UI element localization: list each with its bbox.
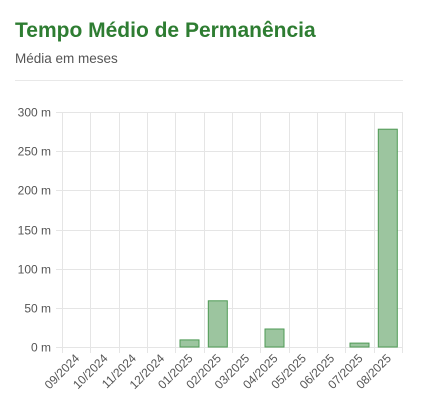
header-divider [15,80,403,81]
x-tick-labels: 09/202410/202411/202412/202401/202502/20… [42,351,394,392]
x-gridlines [62,112,403,353]
y-tick-label: 150 m [18,224,51,238]
bar-07-2025[interactable] [349,342,370,348]
y-tick-label: 0 m [31,341,51,355]
bars [179,128,398,348]
y-tick-label: 300 m [18,106,51,120]
bar-01-2025[interactable] [179,339,200,348]
y-tick-labels: 0 m 50 m 100 m 150 m 200 m 250 m 300 m [18,106,51,355]
bar-02-2025[interactable] [207,300,228,348]
y-gridlines [56,112,402,348]
y-tick-label: 250 m [18,145,51,159]
y-tick-label: 50 m [24,302,51,316]
chart-subtitle: Média em meses [15,51,118,66]
bar-08-2025[interactable] [377,128,398,348]
y-tick-label: 200 m [18,184,51,198]
y-tick-label: 100 m [18,263,51,277]
chart-title: Tempo Médio de Permanência [15,19,316,42]
bar-04-2025[interactable] [264,328,285,348]
